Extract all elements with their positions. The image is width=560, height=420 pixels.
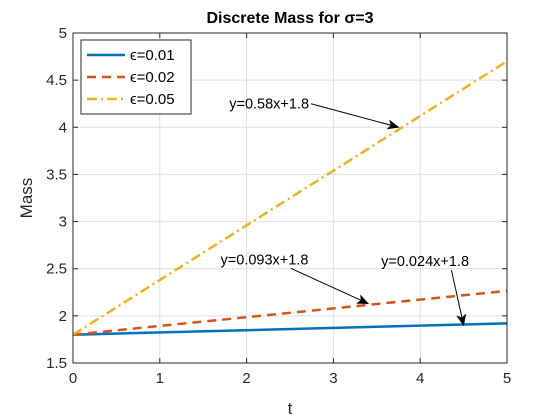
legend-label-0: ϵ=0.01 (130, 47, 175, 64)
annotations: y=0.58x+1.8 y=0.093x+1.8 y=0.024x+1.8 (221, 97, 469, 327)
x-tick-label: 2 (242, 370, 250, 387)
grid (73, 33, 507, 363)
x-tick-label: 3 (329, 370, 337, 387)
y-tick-label: 3.5 (46, 166, 67, 183)
x-tick-label: 0 (69, 370, 77, 387)
series-line-1 (72, 289, 508, 336)
x-tick-label: 5 (503, 370, 511, 387)
x-tick-label: 4 (416, 370, 424, 387)
legend-label-1: ϵ=0.02 (130, 69, 175, 86)
chart-title: Discrete Mass for σ=3 (206, 10, 373, 27)
series-line-2 (72, 60, 508, 336)
annotation-label-0: y=0.58x+1.8 (229, 97, 309, 113)
annotation-label-2: y=0.024x+1.8 (381, 254, 469, 270)
y-tick-label: 4.5 (46, 72, 67, 89)
ticks: 0 1 2 3 4 5 1.5 2 2.5 3 3.5 4 4.5 5 (46, 25, 511, 387)
y-axis-label: Mass (17, 178, 36, 219)
series-layer (72, 60, 508, 336)
annotation-arrow-0 (310, 103, 400, 130)
series-line-0 (72, 322, 508, 336)
annotation-arrow-1 (290, 267, 370, 305)
plot-frame (72, 32, 508, 364)
y-tick-label: 5 (59, 25, 67, 42)
y-tick-label: 2 (59, 308, 67, 325)
y-tick-label: 2.5 (46, 261, 67, 278)
x-tick-label: 1 (156, 370, 164, 387)
x-axis-label: t (288, 399, 293, 418)
y-tick-label: 3 (59, 214, 67, 231)
y-tick-label: 4 (59, 119, 67, 136)
legend: ϵ=0.01 ϵ=0.02 ϵ=0.05 (80, 39, 192, 115)
legend-label-2: ϵ=0.05 (130, 91, 175, 108)
legend-box (80, 39, 192, 115)
annotation-label-1: y=0.093x+1.8 (221, 252, 309, 268)
annotation-arrow-2 (450, 270, 467, 327)
y-tick-label: 1.5 (46, 355, 67, 372)
